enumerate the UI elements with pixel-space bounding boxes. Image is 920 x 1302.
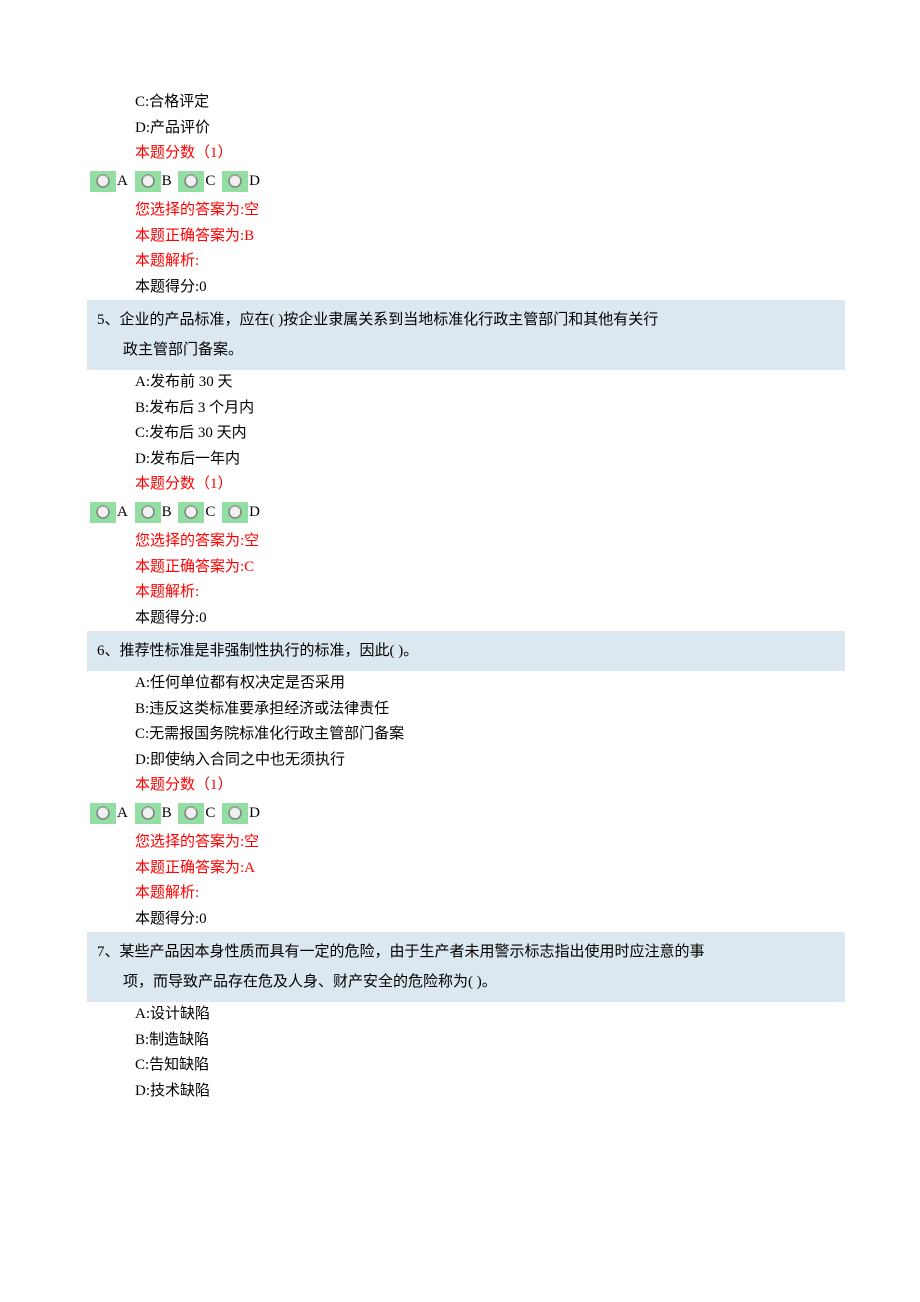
q5-radio-row: A B C D	[90, 498, 825, 530]
q6-header: 6、推荐性标准是非强制性执行的标准，因此( )。	[87, 631, 845, 671]
q6-feedback: 您选择的答案为:空 本题正确答案为:A 本题解析: 本题得分:0	[95, 830, 825, 932]
q4-radio-b-label: B	[162, 169, 172, 195]
q4-radio-b[interactable]	[135, 171, 161, 192]
q4-radio-d-label: D	[249, 169, 260, 195]
q5-radio-b[interactable]	[135, 502, 161, 523]
q5-header: 5、企业的产品标准，应在( )按企业隶属关系到当地标准化行政主管部门和其他有关行…	[87, 300, 845, 370]
q5-radio-a-label: A	[117, 500, 128, 526]
q4-radio-c[interactable]	[178, 171, 204, 192]
q5-radio-d-label: D	[249, 500, 260, 526]
q6-your-answer: 您选择的答案为:空	[135, 830, 825, 856]
q5-number: 5、	[97, 312, 120, 328]
q5-feedback: 您选择的答案为:空 本题正确答案为:C 本题解析: 本题得分:0	[95, 529, 825, 631]
q5-text-line1: 企业的产品标准，应在( )按企业隶属关系到当地标准化行政主管部门和其他有关行	[120, 312, 659, 328]
q6-radio-a[interactable]	[90, 803, 116, 824]
q5-analysis-label: 本题解析:	[135, 580, 825, 606]
q7-text-line1: 某些产品因本身性质而具有一定的危险，由于生产者未用警示标志指出使用时应注意的事	[120, 944, 705, 960]
q5-got-score: 本题得分:0	[135, 606, 825, 632]
exam-page: C:合格评定 D:产品评价 本题分数（1） A B C D 您选择的答案为:空 …	[0, 0, 920, 1144]
q5-score-label: 本题分数（1）	[95, 472, 825, 498]
q7-text-line2: 项，而导致产品存在危及人身、财产安全的危险称为( )。	[97, 967, 845, 997]
q4-radio-d[interactable]	[222, 171, 248, 192]
q5-text-line2: 政主管部门备案。	[97, 335, 845, 365]
q5-radio-b-label: B	[162, 500, 172, 526]
q5-option-b: B:发布后 3 个月内	[95, 396, 825, 422]
q5-option-d: D:发布后一年内	[95, 447, 825, 473]
q4-option-c: C:合格评定	[95, 90, 825, 116]
q4-radio-row: A B C D	[90, 167, 825, 199]
q4-radio-a[interactable]	[90, 171, 116, 192]
q7-option-b: B:制造缺陷	[95, 1028, 825, 1054]
q7-option-a: A:设计缺陷	[95, 1002, 825, 1028]
q6-number: 6、	[97, 643, 120, 659]
q6-option-b: B:违反这类标准要承担经济或法律责任	[95, 697, 825, 723]
q4-feedback: 您选择的答案为:空 本题正确答案为:B 本题解析: 本题得分:0	[95, 198, 825, 300]
q6-radio-b-label: B	[162, 801, 172, 827]
q4-your-answer: 您选择的答案为:空	[135, 198, 825, 224]
q5-radio-c-label: C	[205, 500, 215, 526]
q5-correct-answer: 本题正确答案为:C	[135, 555, 825, 581]
q4-correct-answer: 本题正确答案为:B	[135, 224, 825, 250]
q6-radio-row: A B C D	[90, 799, 825, 831]
q7-option-c: C:告知缺陷	[95, 1053, 825, 1079]
q4-analysis-label: 本题解析:	[135, 249, 825, 275]
q6-option-d: D:即使纳入合同之中也无须执行	[95, 748, 825, 774]
q4-option-d: D:产品评价	[95, 116, 825, 142]
q6-radio-b[interactable]	[135, 803, 161, 824]
q7-option-d: D:技术缺陷	[95, 1079, 825, 1105]
q6-text-line1: 推荐性标准是非强制性执行的标准，因此( )。	[120, 643, 419, 659]
q4-radio-c-label: C	[205, 169, 215, 195]
q4-got-score: 本题得分:0	[135, 275, 825, 301]
q4-radio-a-label: A	[117, 169, 128, 195]
q5-option-c: C:发布后 30 天内	[95, 421, 825, 447]
q4-score-label: 本题分数（1）	[95, 141, 825, 167]
q6-got-score: 本题得分:0	[135, 907, 825, 933]
q7-header: 7、某些产品因本身性质而具有一定的危险，由于生产者未用警示标志指出使用时应注意的…	[87, 932, 845, 1002]
q6-radio-c-label: C	[205, 801, 215, 827]
q6-option-c: C:无需报国务院标准化行政主管部门备案	[95, 722, 825, 748]
q6-option-a: A:任何单位都有权决定是否采用	[95, 671, 825, 697]
q5-your-answer: 您选择的答案为:空	[135, 529, 825, 555]
q7-number: 7、	[97, 944, 120, 960]
q6-analysis-label: 本题解析:	[135, 881, 825, 907]
q5-radio-a[interactable]	[90, 502, 116, 523]
q6-radio-d[interactable]	[222, 803, 248, 824]
q5-radio-d[interactable]	[222, 502, 248, 523]
q6-correct-answer: 本题正确答案为:A	[135, 856, 825, 882]
q5-radio-c[interactable]	[178, 502, 204, 523]
q6-score-label: 本题分数（1）	[95, 773, 825, 799]
q6-radio-d-label: D	[249, 801, 260, 827]
q6-radio-c[interactable]	[178, 803, 204, 824]
q6-radio-a-label: A	[117, 801, 128, 827]
q5-option-a: A:发布前 30 天	[95, 370, 825, 396]
